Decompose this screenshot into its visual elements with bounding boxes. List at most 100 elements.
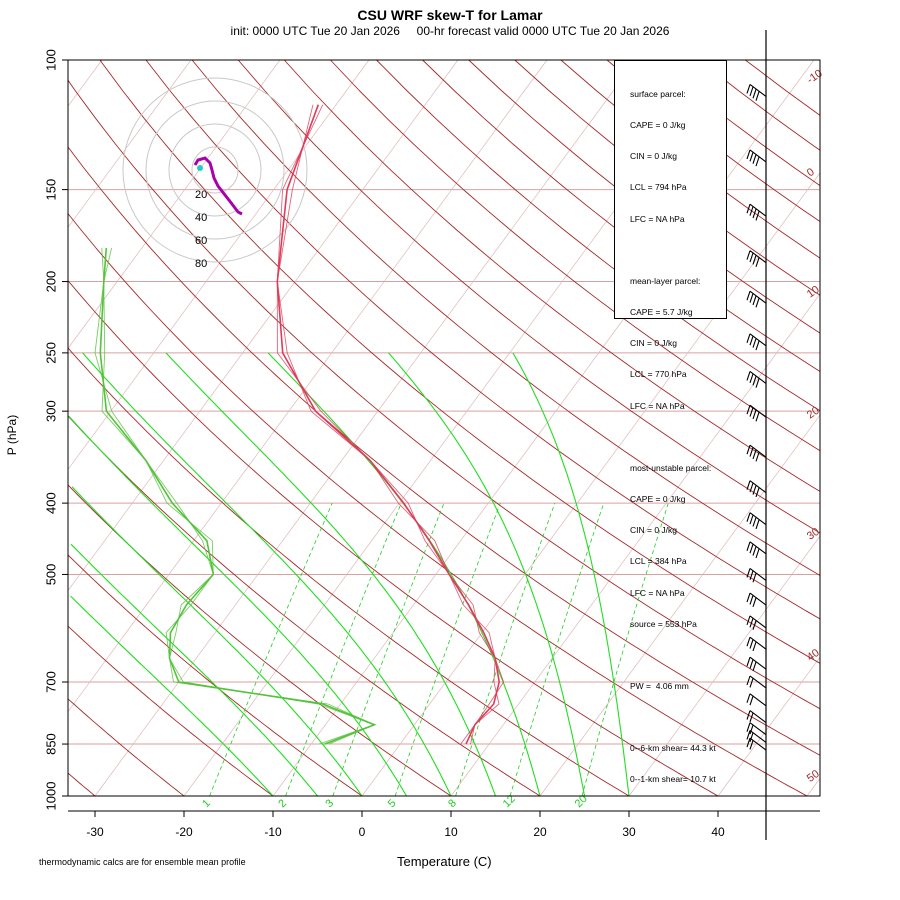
mean-layer-header: mean-layer parcel:: [630, 275, 701, 286]
mixing-ratio-line: [285, 502, 402, 797]
x-tick-label: 30: [622, 825, 636, 839]
most-unstable-header: most-unstable parcel:: [630, 462, 712, 473]
isotherm-label: 30: [805, 526, 822, 543]
hodograph-ring-label: 20: [195, 189, 207, 201]
wind-barb: [746, 203, 767, 221]
mixing-ratio-label: 5: [386, 797, 399, 810]
dry-adiabat: [145, 59, 821, 620]
mean-layer-cape: CAPE = 5.7 J/kg: [630, 306, 693, 317]
mean-layer-lfc: LFC = NA hPa: [630, 400, 685, 411]
y-tick-label: 150: [43, 179, 58, 201]
y-tick-label: 500: [43, 564, 58, 586]
wind-barb: [746, 693, 767, 707]
hodograph-ring-label: 60: [195, 235, 207, 247]
mixing-ratio-label: 8: [446, 797, 459, 810]
moist-adiabat: [70, 595, 274, 797]
dewpoint-profile: [101, 247, 376, 745]
dry-adiabat: [330, 59, 821, 452]
x-tick-label: -20: [175, 825, 193, 839]
isotherm-line: [67, 59, 103, 107]
temperature-profile: [276, 104, 500, 745]
x-tick-label: 40: [711, 825, 725, 839]
mixing-ratio-line: [394, 502, 501, 797]
wind-barb: [746, 512, 767, 530]
wind-barb: [746, 480, 767, 498]
most-unstable-source: source = 553 hPa: [630, 618, 697, 629]
x-tick-label: 10: [444, 825, 458, 839]
wind-barb: [746, 371, 767, 388]
chart-title: CSU WRF skew-T for Lamar: [357, 7, 543, 23]
isotherm-line: [67, 59, 459, 591]
temperature-profile: [276, 104, 505, 745]
wind-barb: [746, 333, 767, 351]
mixing-ratio-line: [209, 502, 333, 797]
surface-lcl: LCL = 794 hPa: [630, 182, 687, 193]
isotherm-line: [67, 59, 548, 712]
hodograph-trace: [193, 156, 243, 216]
moist-adiabat: [165, 352, 497, 797]
isotherm-label: -10: [805, 68, 825, 87]
mean-layer-cin: CIN = 0 J/kg: [630, 338, 678, 349]
y-tick-label: 250: [43, 342, 58, 364]
wind-barb: [746, 290, 767, 308]
wind-barb: [746, 675, 767, 689]
x-tick-label: 0: [359, 825, 366, 839]
moist-adiabat: [512, 352, 630, 797]
moist-adiabat: [70, 543, 318, 797]
plot-frame: [67, 59, 821, 797]
mixing-ratio-label: 1: [200, 797, 213, 810]
y-tick-label: 300: [43, 400, 58, 422]
isotherm-line: [806, 778, 821, 797]
wind-barb: [746, 636, 767, 652]
footnote: thermodynamic calcs are for ensemble mea…: [39, 857, 246, 867]
dewpoint-profile: [99, 247, 377, 745]
most-unstable-lfc: LFC = NA hPa: [630, 587, 685, 598]
dry-adiabat: [283, 59, 821, 492]
wind-barb: [746, 737, 767, 751]
mixing-ratio-line: [455, 502, 556, 797]
moist-adiabat: [68, 416, 407, 797]
isotherm-label: 10: [805, 284, 822, 301]
isotherm-label: 50: [805, 768, 822, 785]
moist-adiabat: [71, 486, 363, 797]
mean-layer-lcl: LCL = 770 hPa: [630, 369, 687, 380]
dewpoint-profile: [94, 247, 376, 745]
mixing-ratio-label: 2: [276, 797, 289, 810]
surface-parcel-header: surface parcel:: [630, 88, 686, 99]
dry-adiabat: [652, 59, 821, 186]
shear-0-1km: 0--1-km shear= 10.7 kt: [630, 774, 716, 784]
wind-barb: [746, 592, 767, 608]
mixing-ratio-line: [509, 502, 605, 797]
hodograph-surface-marker: [197, 165, 203, 171]
isotherm-line: [539, 414, 821, 797]
x-tick-label: -30: [86, 825, 104, 839]
x-tick-label: 20: [533, 825, 547, 839]
wind-barb: [746, 84, 767, 101]
isotherm-line: [67, 59, 192, 228]
wind-barb: [746, 444, 767, 462]
dry-adiabat: [745, 59, 821, 116]
y-tick-label: 700: [43, 671, 58, 693]
wind-barb: [746, 250, 767, 268]
surface-cape: CAPE = 0 J/kg: [630, 120, 686, 131]
chart-subtitle: init: 0000 UTC Tue 20 Jan 2026 00-hr for…: [230, 24, 670, 38]
dry-adiabat: [698, 59, 821, 151]
x-axis-label: Temperature (C): [397, 854, 492, 869]
most-unstable-lcl: LCL = 384 hPa: [630, 556, 687, 567]
precipitable-water: PW = 4.06 mm: [630, 680, 689, 691]
isotherm-line: [94, 59, 637, 797]
hodograph-ring: [191, 146, 239, 194]
isotherm-label: 40: [805, 647, 822, 664]
y-tick-label: 400: [43, 492, 58, 514]
mixing-ratio-line: [332, 502, 445, 797]
hodograph-ring: [168, 123, 262, 217]
hodograph-ring: [145, 100, 285, 240]
isotherm-line: [67, 59, 281, 349]
wind-barb: [746, 404, 767, 422]
moist-adiabat: [82, 352, 452, 797]
hodograph-ring-label: 80: [195, 258, 207, 270]
isotherm-line: [361, 172, 821, 797]
isotherm-line: [67, 59, 370, 470]
wind-barb: [746, 730, 767, 743]
wind-barb: [746, 568, 767, 583]
